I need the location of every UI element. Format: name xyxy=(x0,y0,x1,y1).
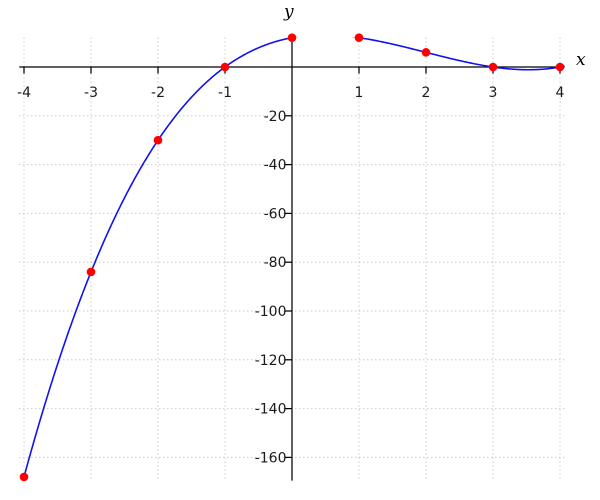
data-point xyxy=(287,33,297,43)
data-point xyxy=(354,33,364,43)
data-point xyxy=(86,267,96,277)
data-point xyxy=(555,62,565,72)
x-tick-label: 4 xyxy=(556,85,565,101)
y-tick-label: -60 xyxy=(264,206,287,222)
x-tick-label: 2 xyxy=(422,85,431,101)
x-tick-label: 1 xyxy=(355,85,364,101)
x-tick-label: -1 xyxy=(218,85,232,101)
tick-labels: -4 -3 -2 -1 1 2 3 4 -20 -40 -60 -80 -100 -120 -140 -160 xyxy=(17,85,565,466)
y-tick-label: -120 xyxy=(255,353,287,369)
data-point xyxy=(19,472,29,482)
y-axis-label: y xyxy=(284,2,294,22)
x-tick-label: 3 xyxy=(489,85,498,101)
y-tick-label: -20 xyxy=(264,109,287,125)
y-tick-label: -80 xyxy=(264,255,287,271)
y-tick-label: -40 xyxy=(264,158,287,174)
y-tick-label: -160 xyxy=(255,450,287,466)
data-point xyxy=(153,135,163,145)
y-tick-label: -100 xyxy=(255,304,287,320)
y-tick-label: -140 xyxy=(255,402,287,418)
x-tick-label: -2 xyxy=(151,85,165,101)
data-point xyxy=(220,62,230,72)
data-points xyxy=(19,33,565,482)
x-tick-label: -4 xyxy=(17,85,31,101)
data-point xyxy=(421,48,431,57)
data-point xyxy=(488,62,498,72)
x-tick-label: -3 xyxy=(84,85,98,101)
x-axis-label: x xyxy=(576,50,586,70)
